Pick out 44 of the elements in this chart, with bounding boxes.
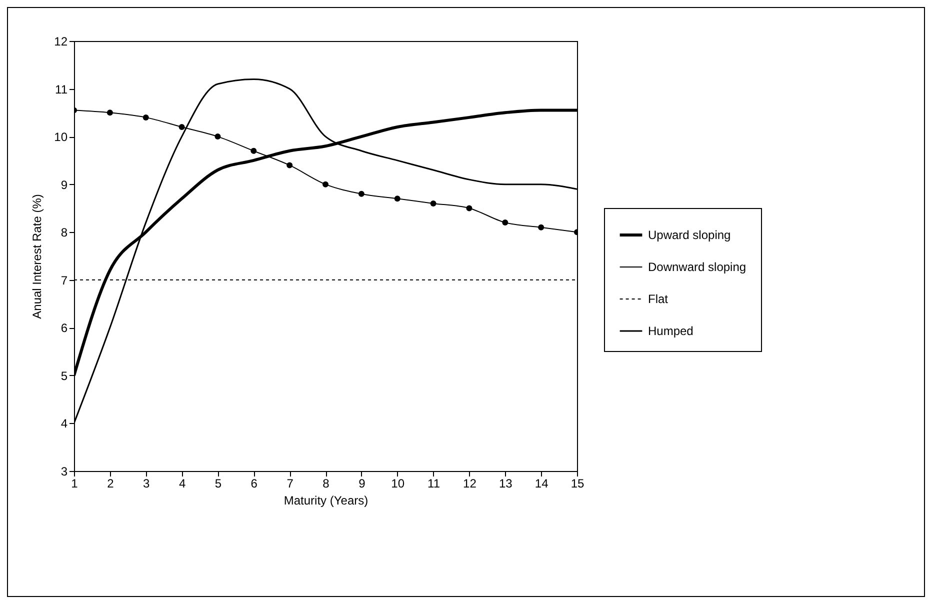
- x-tick-label: 8: [322, 476, 330, 490]
- y-tick-label: 10: [54, 130, 68, 144]
- y-tick-label: 12: [54, 34, 68, 48]
- point: [430, 200, 436, 206]
- x-tick-label: 11: [428, 476, 440, 490]
- y-axis-title: Anual Interest Rate (%): [30, 194, 44, 319]
- x-tick-label: 5: [214, 476, 222, 490]
- y-tick-label: 3: [60, 464, 68, 478]
- point: [538, 224, 544, 230]
- y-tick-label: 8: [60, 226, 68, 240]
- point: [250, 148, 257, 154]
- legend-label: Humped: [648, 324, 694, 338]
- x-tick-label: 10: [391, 476, 405, 490]
- y-tick-label: 4: [60, 416, 68, 431]
- x-tick-label: 12: [463, 476, 477, 490]
- x-tick-label: 9: [358, 476, 366, 490]
- y-tick-label: 7: [60, 273, 68, 288]
- legend-label: Upward sloping: [648, 228, 731, 242]
- legend-label: Flat: [648, 292, 669, 306]
- y-tick-label: 5: [60, 368, 68, 383]
- legend-label: Downward sloping: [648, 260, 746, 274]
- x-tick-label: 4: [178, 476, 186, 490]
- x-tick-label: 15: [570, 476, 584, 490]
- point: [502, 220, 508, 226]
- y-tick-label: 9: [60, 178, 68, 192]
- point: [106, 110, 113, 116]
- x-tick-label: 2: [107, 476, 114, 490]
- point: [466, 205, 472, 212]
- point: [178, 124, 185, 130]
- point: [322, 181, 328, 188]
- point: [214, 134, 221, 140]
- point: [358, 190, 364, 197]
- x-axis-title: Maturity (Years): [284, 494, 368, 508]
- point: [394, 196, 400, 202]
- y-tick-label: 6: [60, 321, 68, 336]
- point: [142, 114, 149, 120]
- x-tick-label: 7: [286, 476, 294, 490]
- y-tick-label: 11: [55, 82, 68, 96]
- x-tick-label: 3: [143, 476, 150, 490]
- x-tick-label: 13: [498, 476, 513, 490]
- point: [286, 162, 293, 168]
- x-tick-label: 6: [250, 476, 258, 490]
- x-tick-label: 1: [71, 476, 78, 490]
- x-tick-label: 14: [534, 476, 549, 490]
